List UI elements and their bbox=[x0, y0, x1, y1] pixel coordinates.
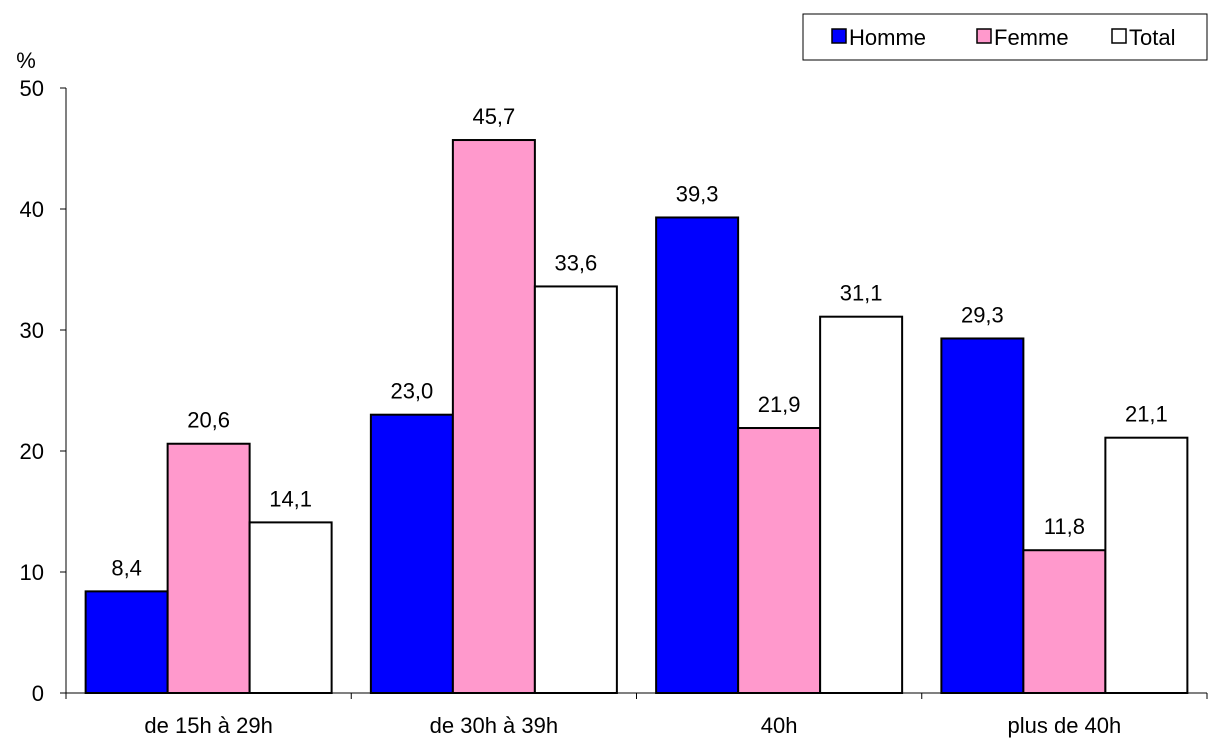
legend-label: Homme bbox=[849, 25, 926, 50]
x-tick-label: plus de 40h bbox=[1007, 713, 1121, 738]
data-label: 33,6 bbox=[554, 250, 597, 275]
data-label: 14,1 bbox=[269, 486, 312, 511]
data-label: 23,0 bbox=[390, 379, 433, 404]
legend-label: Total bbox=[1129, 25, 1175, 50]
x-tick-label: de 15h à 29h bbox=[144, 713, 272, 738]
x-axis: de 15h à 29h de 30h à 39h 40h plus de 40h bbox=[65, 692, 1208, 738]
y-tick-label: 50 bbox=[20, 76, 44, 101]
data-label: 21,1 bbox=[1125, 402, 1168, 427]
legend-swatch-homme bbox=[831, 28, 847, 44]
y-tick-label: 20 bbox=[20, 439, 44, 464]
data-label: 31,1 bbox=[840, 281, 883, 306]
bar-homme bbox=[84, 590, 169, 694]
data-label: 29,3 bbox=[961, 302, 1004, 327]
bar-homme bbox=[369, 413, 454, 694]
data-label: 21,9 bbox=[758, 392, 801, 417]
bar-femme bbox=[737, 427, 822, 694]
y-tick-label: 0 bbox=[32, 681, 44, 706]
y-tick-label: 40 bbox=[20, 197, 44, 222]
bar-femme bbox=[1022, 549, 1107, 694]
bar-femme bbox=[166, 442, 251, 694]
legend: Homme Femme Total bbox=[802, 13, 1208, 61]
y-tick-label: 30 bbox=[20, 318, 44, 343]
data-label: 45,7 bbox=[472, 104, 515, 129]
data-label: 39,3 bbox=[676, 181, 719, 206]
data-label: 11,8 bbox=[1044, 514, 1085, 539]
data-label: 8,4 bbox=[111, 555, 142, 580]
bar-homme bbox=[940, 337, 1025, 694]
y-axis-unit-label: % bbox=[16, 48, 36, 73]
data-labels: 8,4 23,0 39,3 29,3 20,6 45,7 21,9 11,8 14,1 33,6 3… bbox=[111, 104, 1167, 580]
x-tick-label: 40h bbox=[761, 713, 798, 738]
legend-swatch-total bbox=[1111, 28, 1127, 44]
x-tick-label: de 30h à 39h bbox=[430, 713, 558, 738]
bars bbox=[84, 139, 1189, 695]
y-tick-label: 10 bbox=[20, 560, 44, 585]
bar-femme bbox=[451, 139, 536, 694]
bar-total bbox=[1104, 436, 1189, 694]
bar-total bbox=[248, 521, 333, 695]
bar-total bbox=[819, 315, 904, 694]
legend-frame bbox=[802, 13, 1208, 61]
legend-swatch-femme bbox=[976, 28, 992, 44]
data-label: 20,6 bbox=[187, 408, 230, 433]
legend-label: Femme bbox=[994, 25, 1069, 50]
bar-homme bbox=[655, 216, 740, 694]
bar-total bbox=[533, 285, 618, 694]
y-axis: 0 10 20 30 40 50 bbox=[20, 76, 67, 706]
